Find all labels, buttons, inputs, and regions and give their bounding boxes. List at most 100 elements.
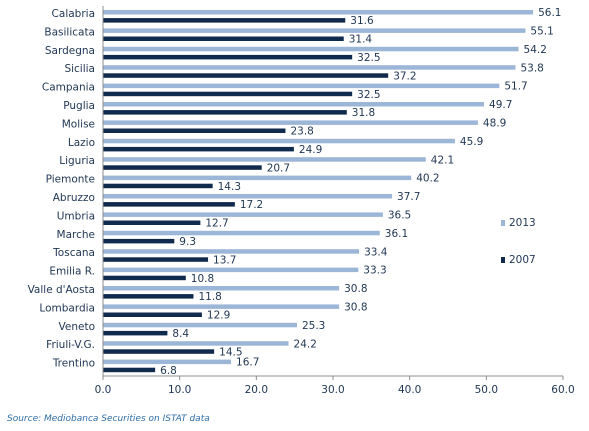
bar-2007 bbox=[103, 128, 286, 133]
bar-2007 bbox=[103, 349, 215, 354]
bar-2007 bbox=[103, 294, 194, 299]
bar-2007 bbox=[103, 54, 353, 60]
value-label-2013: 56.1 bbox=[538, 7, 561, 19]
bar-2013 bbox=[103, 120, 478, 125]
value-label-2007: 14.5 bbox=[219, 346, 242, 358]
bar-2007 bbox=[103, 220, 201, 225]
bar-2013 bbox=[103, 194, 393, 199]
bar-2007 bbox=[103, 36, 344, 41]
value-label-2013: 42.1 bbox=[431, 154, 454, 166]
bar-2013 bbox=[103, 138, 455, 144]
x-tick-label: 60.0 bbox=[551, 384, 574, 396]
value-label-2007: 23.8 bbox=[290, 126, 313, 138]
category-label: Piemonte bbox=[46, 174, 95, 186]
category-label: Toscana bbox=[52, 247, 95, 259]
bar-2013 bbox=[103, 249, 360, 254]
bar-2013 bbox=[103, 102, 485, 107]
value-label-2007: 6.8 bbox=[160, 365, 177, 377]
x-tick-label: 0.0 bbox=[95, 384, 112, 396]
x-tick-label: 50.0 bbox=[475, 384, 498, 396]
legend-label-2013: 2013 bbox=[509, 217, 536, 229]
category-label: Trentino bbox=[52, 358, 95, 370]
category-label: Sicilia bbox=[64, 63, 95, 75]
x-tick-label: 30.0 bbox=[321, 384, 344, 396]
bar-2013 bbox=[103, 286, 340, 291]
bar-2013 bbox=[103, 322, 297, 328]
category-label: Friuli-V.G. bbox=[46, 339, 95, 351]
bar-2007 bbox=[103, 275, 186, 281]
bar-2007 bbox=[103, 146, 294, 152]
bar-2007 bbox=[103, 18, 346, 23]
legend-swatch-2013 bbox=[501, 220, 505, 226]
value-label-2007: 24.9 bbox=[299, 144, 322, 156]
bar-2013 bbox=[103, 230, 380, 236]
value-label-2007: 13.7 bbox=[213, 254, 236, 266]
value-label-2013: 24.2 bbox=[294, 338, 317, 350]
bars-group bbox=[103, 10, 534, 373]
value-label-2007: 20.7 bbox=[267, 162, 290, 174]
value-label-2013: 45.9 bbox=[460, 136, 483, 148]
bar-2013 bbox=[103, 212, 383, 217]
value-label-2013: 49.7 bbox=[489, 99, 512, 111]
category-label: Liguria bbox=[59, 155, 95, 167]
category-label: Molise bbox=[62, 118, 95, 130]
value-label-2013: 33.4 bbox=[364, 246, 388, 258]
value-label-2013: 25.3 bbox=[302, 320, 325, 332]
bar-2013 bbox=[103, 304, 340, 309]
category-labels: Calabria Basilicata Sardegna Sicilia Campani… bbox=[28, 8, 95, 370]
category-label: Abruzzo bbox=[53, 192, 95, 204]
bar-2007 bbox=[103, 91, 353, 97]
value-label-2007: 32.5 bbox=[357, 52, 380, 64]
bar-2013 bbox=[103, 157, 426, 162]
x-tick-label: 40.0 bbox=[398, 384, 421, 396]
category-label: Sardegna bbox=[45, 45, 95, 57]
bar-2013 bbox=[103, 65, 516, 70]
bar-2007 bbox=[103, 165, 262, 170]
bar-2007 bbox=[103, 73, 389, 78]
category-label: Veneto bbox=[59, 321, 95, 333]
legend-swatch-2007 bbox=[501, 257, 505, 263]
value-label-2007: 31.4 bbox=[349, 34, 373, 46]
value-label-2007: 12.9 bbox=[207, 310, 230, 322]
x-tick-label: 10.0 bbox=[168, 384, 191, 396]
category-label: Campania bbox=[42, 82, 95, 94]
category-label: Basilicata bbox=[44, 26, 95, 38]
bar-2013 bbox=[103, 46, 519, 52]
value-label-2007: 31.6 bbox=[350, 15, 374, 27]
value-label-2013: 30.8 bbox=[344, 301, 367, 313]
bar-2007 bbox=[103, 238, 175, 244]
value-label-2007: 11.8 bbox=[198, 291, 221, 303]
value-label-2007: 14.3 bbox=[218, 181, 241, 193]
legend: 2013 2007 bbox=[501, 217, 536, 266]
bar-2007 bbox=[103, 367, 156, 373]
bar-2013 bbox=[103, 28, 526, 33]
bar-2007 bbox=[103, 202, 235, 207]
bar-2007 bbox=[103, 183, 213, 189]
value-label-2013: 53.8 bbox=[520, 62, 543, 74]
value-label-2007: 31.8 bbox=[352, 107, 375, 119]
value-label-2013: 36.1 bbox=[385, 228, 408, 240]
category-label: Valle d'Aosta bbox=[28, 284, 95, 296]
value-label-2007: 8.4 bbox=[172, 328, 189, 340]
bar-2013 bbox=[103, 175, 412, 181]
bar-2007 bbox=[103, 330, 168, 336]
value-label-2013: 40.2 bbox=[416, 173, 439, 185]
source-note: Source: Mediobanca Securities on ISTAT d… bbox=[7, 414, 210, 424]
category-label: Marche bbox=[57, 229, 95, 241]
value-label-2013: 48.9 bbox=[483, 117, 506, 129]
value-label-2013: 16.7 bbox=[236, 357, 259, 369]
bar-2007 bbox=[103, 312, 202, 317]
category-label: Puglia bbox=[63, 100, 95, 112]
value-label-2007: 9.3 bbox=[179, 236, 196, 248]
value-label-2007: 17.2 bbox=[240, 199, 263, 211]
bar-2013 bbox=[103, 267, 359, 273]
category-label: Lombardia bbox=[39, 302, 95, 314]
value-labels: 56.1 31.6 55.1 31.4 54.2 32.5 53.8 37.2 51.7 32.5… bbox=[160, 7, 561, 377]
value-label-2013: 30.8 bbox=[344, 283, 367, 295]
category-label: Calabria bbox=[52, 8, 95, 20]
value-label-2007: 32.5 bbox=[357, 89, 380, 101]
category-label: Umbria bbox=[57, 210, 95, 222]
legend-label-2007: 2007 bbox=[509, 254, 536, 266]
bar-2007 bbox=[103, 110, 347, 115]
